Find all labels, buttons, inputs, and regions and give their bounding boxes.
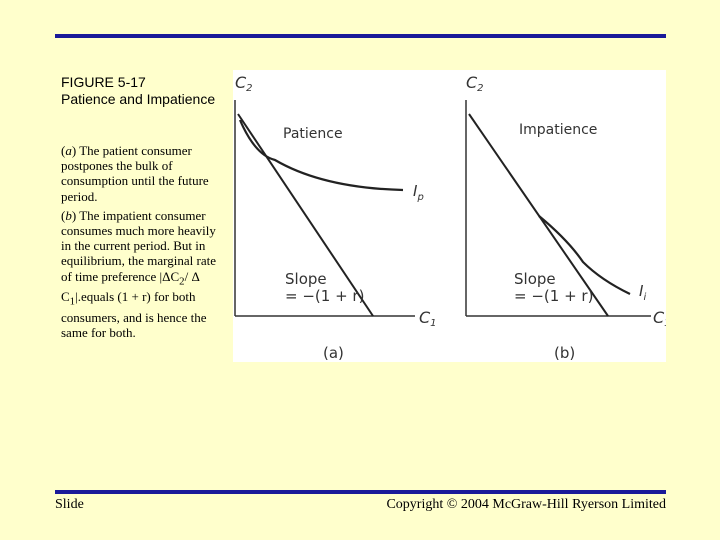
caption-a-text: The patient consumer postpones the bulk …	[61, 143, 209, 204]
caption-part-a: (a) The patient consumer postpones the b…	[61, 143, 209, 204]
top-rule	[55, 34, 666, 38]
panel-b-indifference-curve	[538, 215, 631, 295]
caption-a-label: a	[65, 143, 72, 158]
figure-svg: C2 C1 Patience Ip Slope = −(1 + r) (a) C…	[234, 73, 666, 362]
panel-a-x-axis-label: C1	[419, 308, 437, 329]
panel-b-y-axis-label: C2	[466, 73, 484, 94]
caption-part-b: (b) The impatient consumer consumes much…	[61, 207, 216, 341]
panel-b-slope-label: Slope	[514, 270, 556, 288]
bottom-rule	[55, 490, 666, 494]
panel-a-indifference-curve	[238, 119, 404, 192]
panel-b-budget-line	[468, 113, 609, 317]
panel-a-slope-label: Slope	[285, 270, 327, 288]
figure-number: FIGURE 5-17	[61, 74, 146, 90]
caption-b-end: |.equals (1 + r) for both consumers, and…	[61, 289, 207, 341]
footer-copyright: Copyright © 2004 McGraw-Hill Ryerson Lim…	[386, 497, 666, 512]
panel-b: C2 C1 Impatience Ii Slope = −(1 + r) (b)	[465, 73, 666, 362]
panel-a-slope-value: = −(1 + r)	[285, 287, 364, 305]
panel-a-y-axis-label: C2	[235, 73, 253, 94]
caption-b-sub1: 2	[179, 275, 185, 288]
panel-b-title: Impatience	[519, 122, 597, 138]
caption-b-sub2: 1	[69, 296, 76, 309]
panel-a: C2 C1 Patience Ip Slope = −(1 + r) (a)	[234, 73, 437, 362]
figure-title-block: FIGURE 5-17 Patience and Impatience	[61, 74, 231, 108]
panel-a-tag: (a)	[323, 344, 344, 362]
panel-b-curve-label: Ii	[639, 282, 646, 303]
panel-b-slope-value: = −(1 + r)	[514, 287, 593, 305]
panel-a-budget-line	[237, 113, 374, 317]
caption-b-mid: / Δ C	[61, 268, 200, 305]
panel-b-tag: (b)	[554, 344, 575, 362]
caption-b-text: The impatient consumer consumes much mor…	[61, 207, 216, 284]
panel-a-title: Patience	[283, 126, 343, 142]
figure-caption: (a) The patient consumer postpones the b…	[61, 143, 229, 345]
caption-b-label: b	[65, 207, 72, 223]
panel-b-x-axis-label: C1	[653, 308, 666, 329]
figure-panel: C2 C1 Patience Ip Slope = −(1 + r) (a) C…	[233, 70, 666, 362]
figure-title: Patience and Impatience	[61, 91, 216, 107]
panel-a-curve-label: Ip	[413, 182, 424, 203]
footer-slide-label: Slide	[55, 497, 84, 512]
